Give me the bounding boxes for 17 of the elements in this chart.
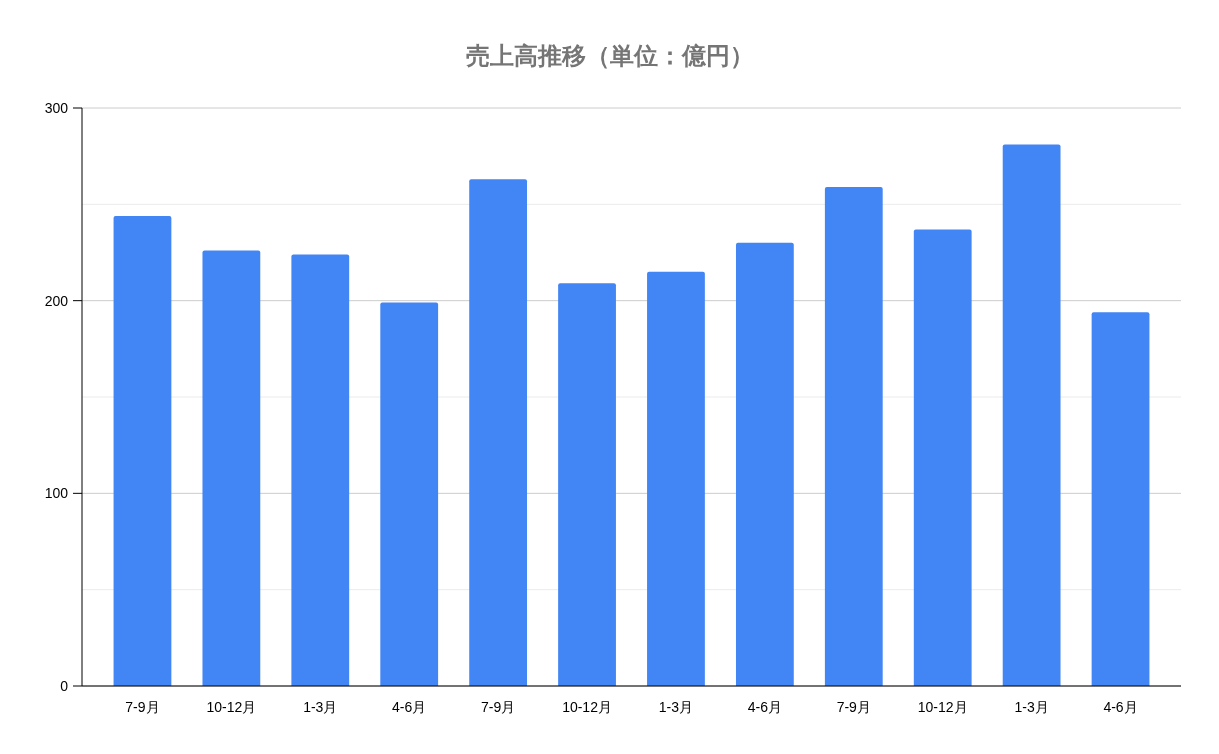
x-tick-label: 4-6月 — [747, 699, 782, 715]
x-tick-label: 10-12月 — [562, 699, 612, 715]
y-tick-label: 300 — [44, 100, 69, 116]
x-tick-label: 1-3月 — [303, 699, 338, 715]
x-tick-label: 10-12月 — [917, 699, 968, 715]
x-tick-label: 7-9月 — [481, 699, 516, 715]
x-tick-label: 7-9月 — [836, 699, 871, 715]
x-tick-label: 10-12月 — [206, 699, 257, 715]
y-tick-label: 100 — [44, 485, 69, 502]
x-tick-label: 4-6月 — [1103, 699, 1138, 715]
title: 売上高推移（単位：億円） — [465, 42, 754, 69]
y-tick-label: 0 — [60, 678, 69, 694]
x-tick-label: 1-3月 — [1014, 699, 1049, 715]
x-tick-label: 7-9月 — [125, 699, 160, 715]
y-tick-label: 200 — [44, 292, 69, 309]
x-tick-label: 1-3月 — [658, 699, 694, 715]
x-tick-label: 4-6月 — [392, 699, 427, 715]
